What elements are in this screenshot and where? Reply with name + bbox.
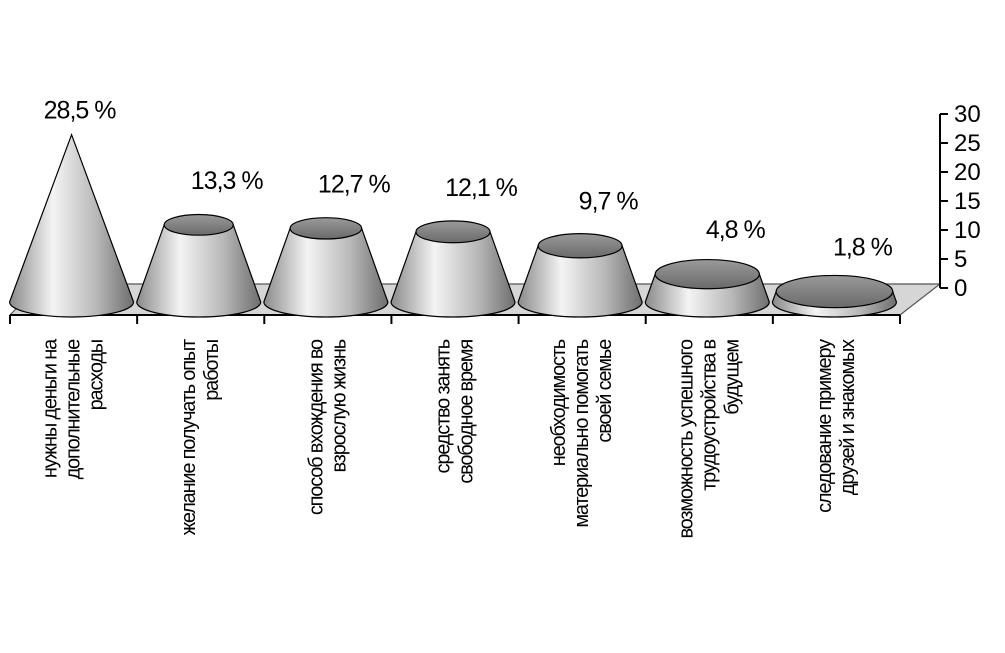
cone-body — [263, 227, 389, 318]
data-label: 4,8 % — [706, 216, 766, 244]
category-label-line: друзей и знакомых — [837, 339, 859, 495]
cone-body — [136, 224, 262, 318]
data-label: 28,5 % — [44, 97, 117, 125]
cone-top — [654, 258, 760, 290]
value-tick-label: 20 — [954, 159, 981, 186]
category-label-line: следование примеру — [814, 339, 836, 513]
category-label-line: трудоустройства в — [698, 339, 720, 490]
cone-bar — [8, 132, 135, 318]
data-labels: 28,5 % 13,3 % 12,7 % 12,1 % 9,7 % 4,8 % 1,8 % — [44, 97, 894, 262]
category-label-line: будущем — [721, 340, 743, 415]
category-label-line: расходы — [86, 340, 108, 410]
category-label: способ вхождения во взрослую жизнь — [305, 339, 350, 515]
category-label: желание получать опыт работы — [178, 339, 223, 535]
category-label: средство занять свободное время — [433, 339, 478, 483]
category-label: следование примеру друзей и знакомых — [814, 339, 859, 513]
cone-bar — [517, 232, 643, 318]
category-label: возможность успешного трудоустройства в бу… — [675, 339, 743, 539]
cone-series — [8, 132, 898, 318]
category-label: нужны деньги на дополнительные расходы — [40, 338, 108, 479]
category-label-line: желание получать опыт — [178, 339, 200, 535]
value-tick-label: 25 — [954, 130, 981, 157]
cone-bar — [263, 217, 389, 318]
data-label: 12,7 % — [318, 170, 391, 198]
cone-top — [775, 274, 894, 309]
value-tick-label: 30 — [954, 101, 981, 128]
category-label-line: средство занять — [433, 339, 455, 473]
cone-bar — [771, 274, 898, 318]
data-label: 9,7 % — [579, 188, 639, 216]
category-label-line: дополнительные — [63, 339, 85, 479]
cone-top — [163, 213, 234, 236]
cone-top — [289, 217, 363, 240]
cone-body — [8, 132, 135, 318]
value-tick-label: 15 — [954, 188, 981, 215]
category-label-line: возможность успешного — [675, 339, 697, 539]
category-label-line: необходимость — [548, 339, 570, 466]
category-label-line: своей семье — [594, 339, 616, 443]
value-tick-label: 10 — [954, 217, 981, 244]
cone-bar — [136, 213, 262, 318]
cone-bar — [644, 258, 770, 318]
cone-body — [517, 245, 643, 318]
data-label: 13,3 % — [191, 167, 264, 195]
cone-top — [415, 220, 491, 244]
data-label: 1,8 % — [833, 234, 893, 262]
value-tick-label: 5 — [954, 246, 967, 273]
cone-top — [537, 232, 623, 259]
cone-body — [390, 231, 516, 318]
cone-bar — [390, 220, 516, 318]
data-label: 12,1 % — [445, 174, 518, 202]
category-label-line: свободное время — [456, 340, 478, 484]
category-label-line: работы — [201, 340, 223, 401]
category-labels: нужны деньги на дополнительные расходы жела… — [40, 338, 859, 539]
category-label: необходимость материально помогать своей с… — [548, 339, 616, 528]
value-tick-label: 0 — [954, 275, 967, 302]
category-label-line: нужны деньги на — [40, 338, 62, 478]
category-label-line: материально помогать — [571, 339, 593, 527]
category-label-line: способ вхождения во — [305, 339, 327, 515]
category-label-line: взрослую жизнь — [328, 339, 350, 472]
